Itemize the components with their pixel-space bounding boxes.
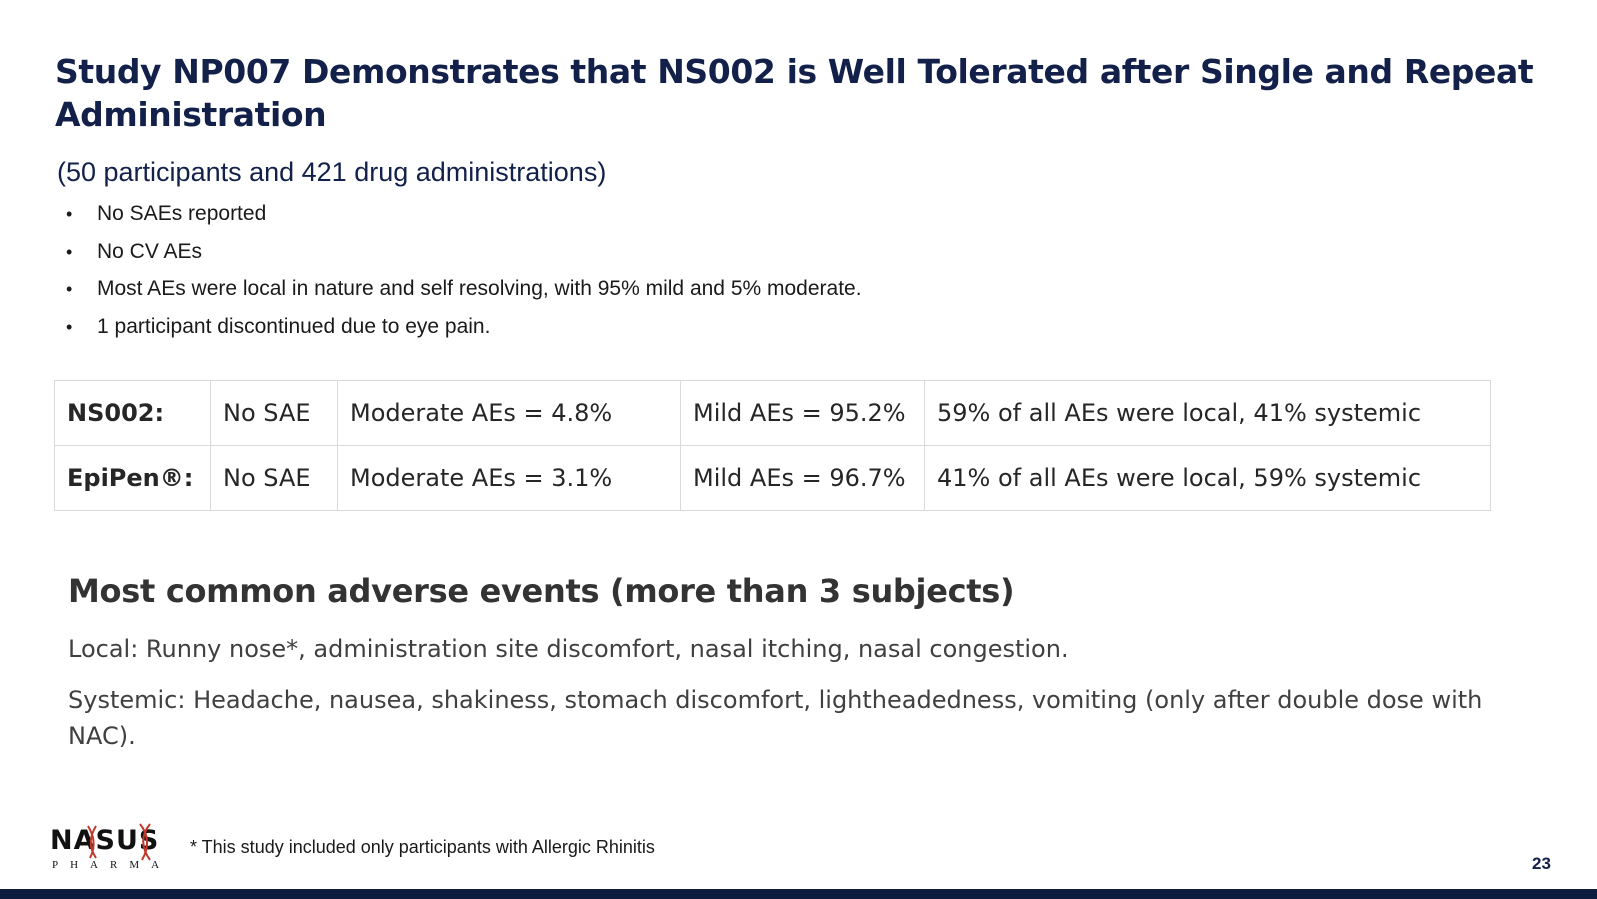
bullet-text: No SAEs reported xyxy=(97,202,267,225)
systemic-ae-text: Systemic: Headache, nausea, shakiness, s… xyxy=(68,686,1483,750)
slide-title: Study NP007 Demonstrates that NS002 is W… xyxy=(55,52,1534,134)
logo-subtitle: PHARMA xyxy=(52,859,172,871)
bullet-dot-icon: • xyxy=(66,241,73,262)
bullet-item: • Most AEs were local in nature and self … xyxy=(66,275,862,313)
bullet-dot-icon: • xyxy=(66,279,73,299)
table-row: NS002: No SAE Moderate AEs = 4.8% Mild A… xyxy=(54,380,1491,446)
bullet-text: 1 participant discontinued due to eye pa… xyxy=(97,314,491,338)
table-cell: 59% of all AEs were local, 41% systemic xyxy=(924,380,1491,446)
table-cell: No SAE xyxy=(210,380,338,446)
adverse-events-table: NS002: No SAE Moderate AEs = 4.8% Mild A… xyxy=(54,380,1491,511)
bullet-item: • No SAEs reported xyxy=(66,200,862,238)
table-row-header: NS002: xyxy=(54,380,211,446)
bullet-item: • No CV AEs xyxy=(66,238,862,276)
bullet-dot-icon: • xyxy=(66,204,73,224)
table-cell: Mild AEs = 96.7% xyxy=(680,445,925,511)
table-row: EpiPen®: No SAE Moderate AEs = 3.1% Mild… xyxy=(54,445,1491,511)
table-cell: Mild AEs = 95.2% xyxy=(680,380,925,446)
bullet-list: • No SAEs reported • No CV AEs • Most AEs w… xyxy=(66,200,862,350)
table-cell: Moderate AEs = 4.8% xyxy=(337,380,681,446)
bullet-text: No CV AEs xyxy=(97,239,203,263)
footnote: * This study included only participants … xyxy=(190,837,655,857)
bullet-item: • 1 participant discontinued due to eye p… xyxy=(66,313,862,351)
bottom-bar xyxy=(0,889,1597,899)
page-number: 23 xyxy=(1532,854,1551,873)
logo-wordmark: NASUS xyxy=(50,825,160,856)
table-cell: Moderate AEs = 3.1% xyxy=(337,445,681,511)
table-row-header: EpiPen®: xyxy=(54,445,211,511)
slide-subtitle: (50 participants and 421 drug administra… xyxy=(57,157,607,187)
local-ae-text: Local: Runny nose*, administration site … xyxy=(68,635,1069,663)
company-logo: NASUS PHARMA xyxy=(50,823,172,880)
section-heading: Most common adverse events (more than 3 … xyxy=(68,572,1015,610)
table-cell: 41% of all AEs were local, 59% systemic xyxy=(924,445,1491,511)
table-cell: No SAE xyxy=(210,445,338,511)
bullet-dot-icon: • xyxy=(66,316,73,337)
helix-icon xyxy=(87,823,151,861)
bullet-text: Most AEs were local in nature and self r… xyxy=(97,277,862,300)
